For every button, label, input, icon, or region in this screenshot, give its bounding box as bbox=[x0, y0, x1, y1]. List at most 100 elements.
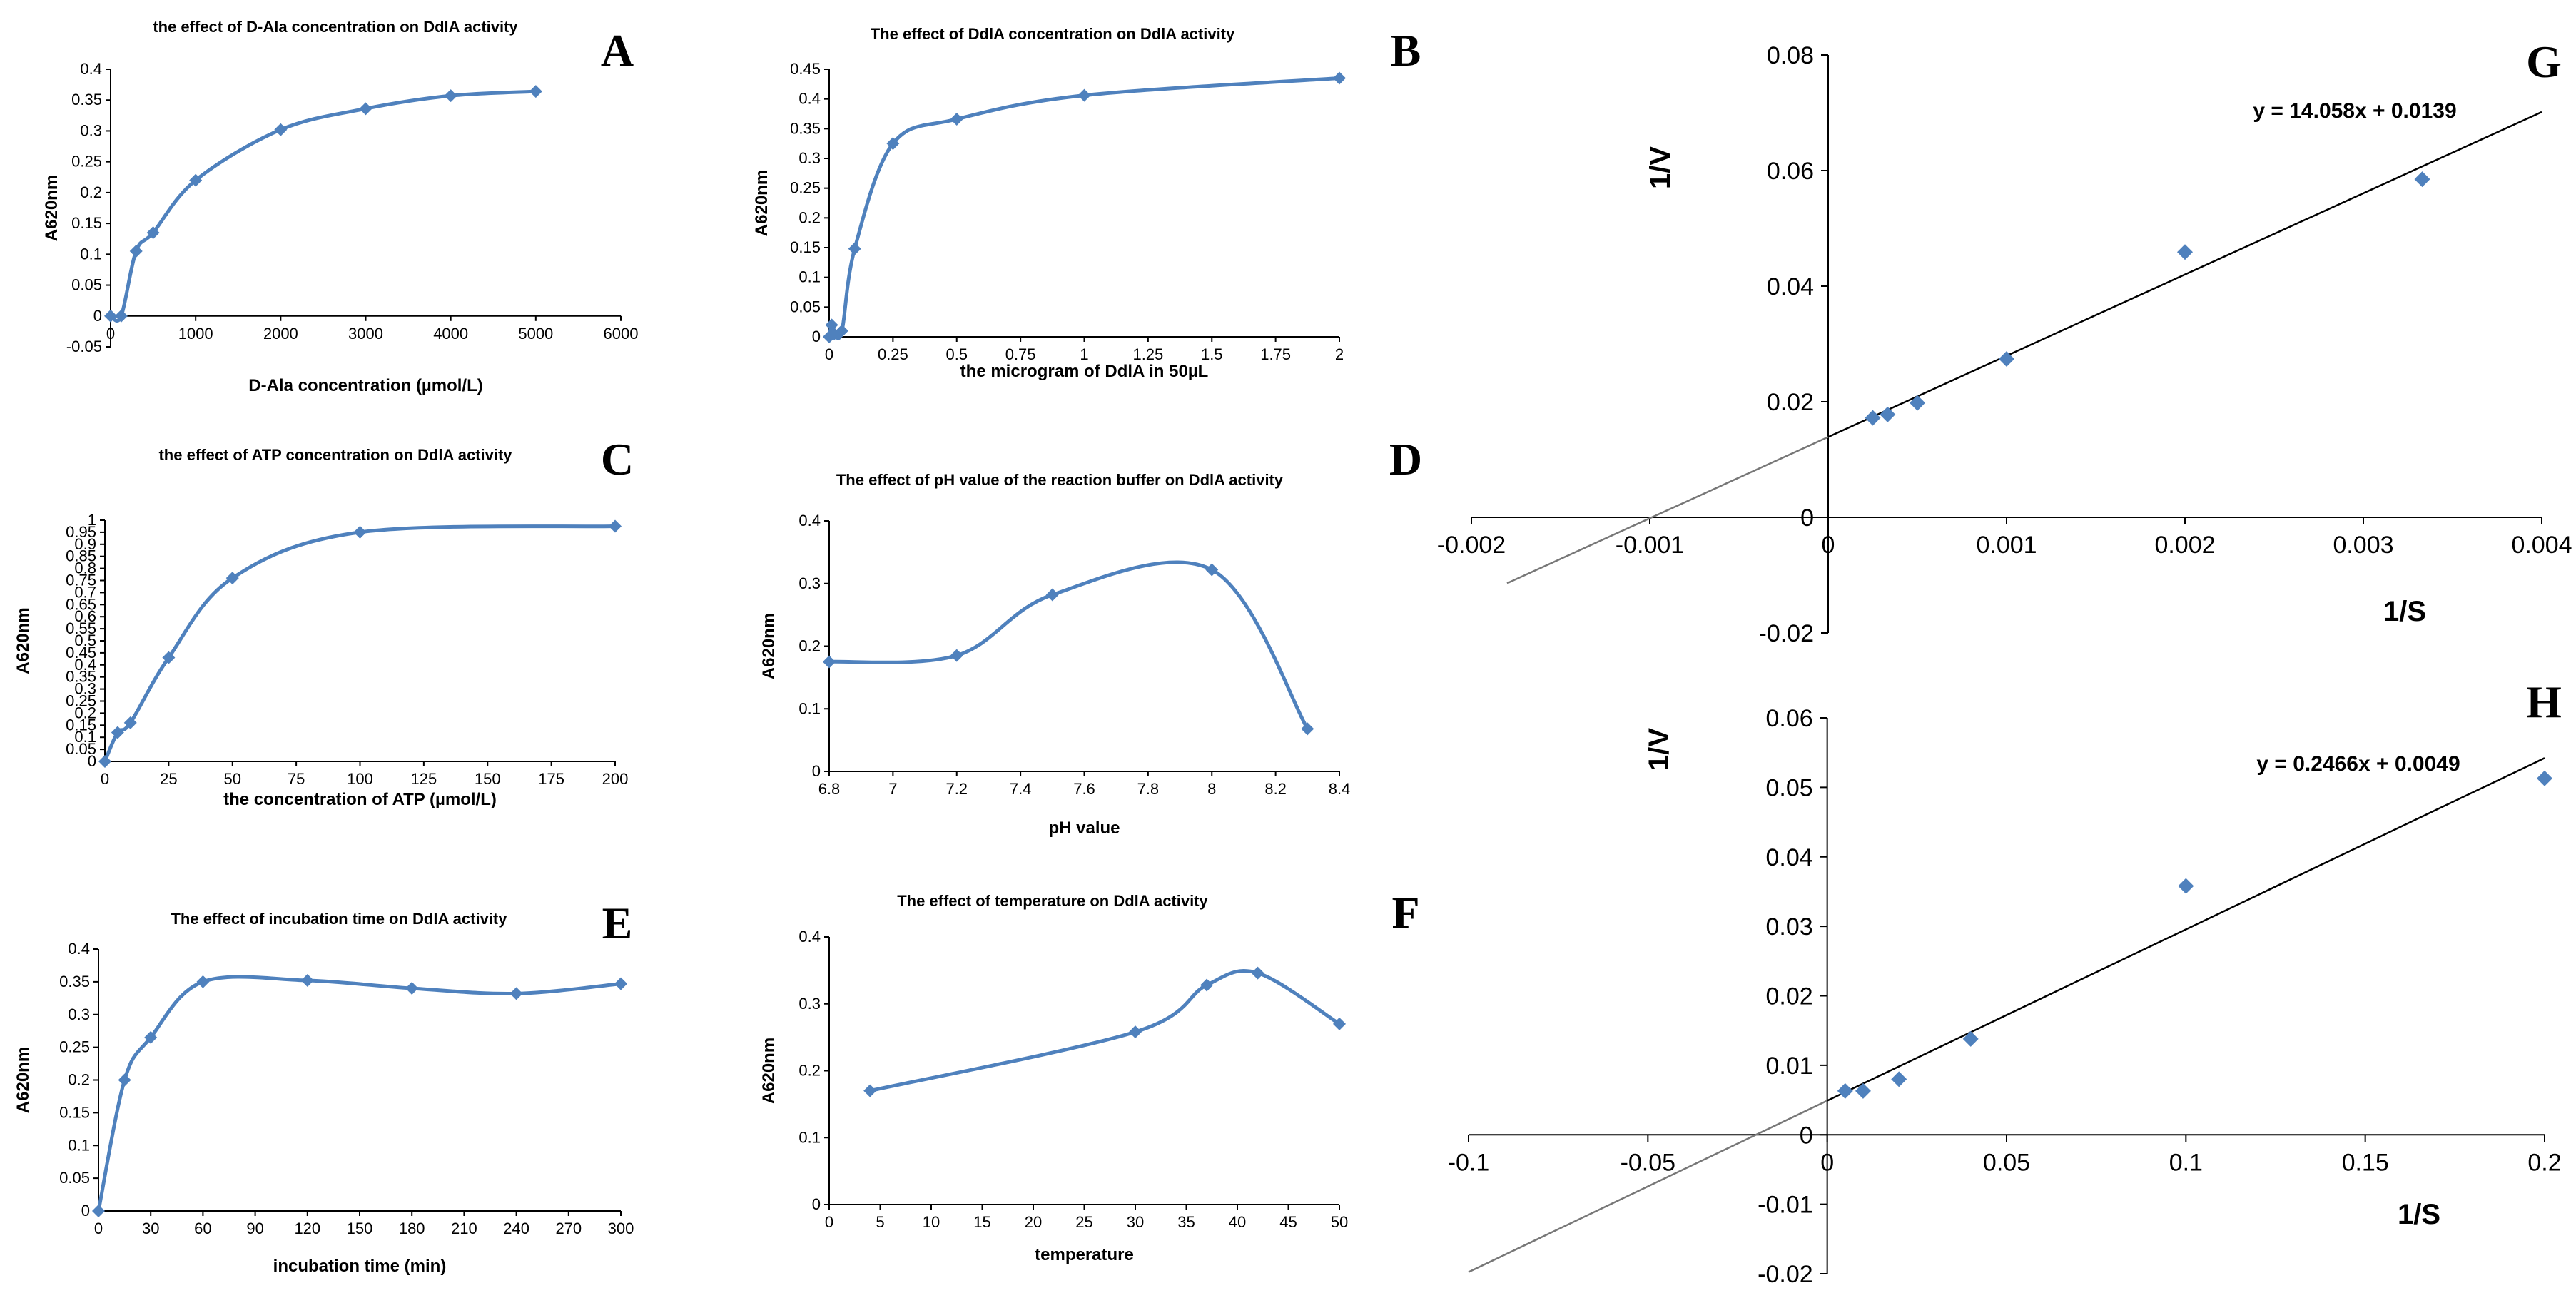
data-point bbox=[835, 324, 848, 338]
series-line bbox=[96, 975, 622, 1212]
y-tick-label: 0.05 bbox=[790, 298, 821, 315]
x-tick-label: 7.8 bbox=[1137, 780, 1160, 798]
y-tick-label: 0.5 bbox=[74, 632, 96, 649]
x-axis-label: the microgram of DdlA in 50µL bbox=[960, 362, 1209, 381]
x-tick-label: 8.2 bbox=[1264, 780, 1287, 798]
y-tick-label: 0.05 bbox=[71, 276, 102, 294]
data-point bbox=[1251, 966, 1264, 980]
x-tick-label: 45 bbox=[1279, 1213, 1297, 1231]
data-point bbox=[405, 982, 419, 995]
chart-panel-f: 0 0.1 0.2 0.3 0.4 0 5 10 15 20 25 30 35 40 45 50 The eff… bbox=[759, 887, 1420, 1264]
chart-panel-c: 00.050.10.150.20.250.30.350.40.450.50.55… bbox=[14, 434, 634, 809]
trendline bbox=[1827, 757, 2545, 1102]
x-tick-label: 0.003 bbox=[2333, 532, 2393, 559]
x-axis-label: 1/S bbox=[2398, 1199, 2440, 1230]
chart-panel-g: -0.02 0 0.02 0.04 0.06 0.08 -0.002 -0.001 0 0.001… bbox=[1437, 36, 2572, 647]
x-tick-label: -0.002 bbox=[1437, 532, 1506, 559]
data-point bbox=[300, 974, 314, 988]
x-tick-label: 180 bbox=[399, 1220, 425, 1237]
y-tick-label: 0.8 bbox=[74, 559, 96, 577]
y-tick-label: 0.6 bbox=[74, 607, 96, 625]
y-tick-label: -0.05 bbox=[66, 338, 102, 355]
y-tick-label: 0.06 bbox=[1767, 158, 1814, 185]
data-point bbox=[359, 102, 372, 116]
data-point bbox=[144, 1030, 158, 1044]
x-tick-label: 30 bbox=[142, 1220, 159, 1237]
y-tick-label: 0.4 bbox=[798, 512, 821, 529]
y-tick-label: 0.04 bbox=[1765, 844, 1812, 871]
series-line bbox=[827, 76, 1340, 340]
x-tick-label: 15 bbox=[973, 1213, 990, 1231]
x-tick-label: 25 bbox=[1075, 1213, 1092, 1231]
y-tick-label: 0.65 bbox=[66, 595, 96, 613]
x-axis-label: incubation time (min) bbox=[273, 1257, 447, 1276]
data-point bbox=[1205, 563, 1219, 577]
y-tick-label: 0.15 bbox=[790, 238, 821, 256]
y-tick-label: 0.45 bbox=[66, 644, 96, 661]
y-tick-label: 0.04 bbox=[1767, 273, 1814, 300]
data-point bbox=[1880, 406, 1896, 422]
data-point bbox=[823, 655, 836, 669]
y-tick-label: 0.25 bbox=[59, 1038, 90, 1056]
data-point bbox=[2177, 244, 2193, 260]
x-tick-label: 0 bbox=[825, 1213, 833, 1231]
trendline-extension bbox=[1506, 436, 1829, 584]
trendline bbox=[1827, 111, 2542, 438]
data-point bbox=[146, 226, 160, 240]
y-tick-label: 0.1 bbox=[80, 245, 102, 263]
data-point bbox=[1855, 1082, 1871, 1099]
y-axis-label: A620nm bbox=[14, 607, 33, 674]
y-tick-label: 0.25 bbox=[66, 692, 96, 710]
x-tick-label: 20 bbox=[1025, 1213, 1042, 1231]
y-tick-label: 1 bbox=[88, 511, 96, 529]
x-tick-label: 0.1 bbox=[2169, 1149, 2203, 1176]
x-tick-label: 0.25 bbox=[878, 345, 908, 363]
y-tick-label: 0 bbox=[1800, 505, 1814, 532]
y-tick-label: 0.05 bbox=[1765, 774, 1812, 801]
data-point bbox=[1077, 88, 1091, 102]
y-tick-label: 0 bbox=[812, 328, 821, 345]
panel-letter: E bbox=[602, 898, 633, 948]
x-tick-label: 0 bbox=[825, 345, 833, 363]
x-tick-label: 125 bbox=[411, 770, 437, 788]
x-tick-label: 0.15 bbox=[2342, 1149, 2389, 1176]
data-point bbox=[1891, 1071, 1907, 1087]
data-point bbox=[1865, 410, 1881, 426]
y-tick-label: 0.9 bbox=[74, 535, 96, 553]
y-tick-label: 0.05 bbox=[66, 740, 96, 758]
y-tick-label: 0 bbox=[1800, 1122, 1813, 1149]
trendline-equation: y = 14.058x + 0.0139 bbox=[2253, 99, 2456, 123]
y-tick-label: 0.1 bbox=[68, 1136, 90, 1154]
x-tick-label: 50 bbox=[1331, 1213, 1348, 1231]
x-tick-label: 0.5 bbox=[945, 345, 968, 363]
y-tick-label: 0.4 bbox=[68, 940, 90, 958]
x-tick-label: 60 bbox=[194, 1220, 211, 1237]
data-point bbox=[614, 977, 627, 990]
y-tick-label: 0.2 bbox=[68, 1071, 90, 1089]
x-tick-label: 200 bbox=[602, 770, 629, 788]
panel-letter: G bbox=[2526, 36, 2562, 87]
x-tick-label: 1 bbox=[1080, 345, 1088, 363]
x-tick-label: 0 bbox=[94, 1220, 103, 1237]
x-tick-label: 50 bbox=[224, 770, 241, 788]
y-tick-label: 0.06 bbox=[1765, 705, 1812, 732]
chart-panel-b: 0 0.05 0.1 0.15 0.2 0.25 0.3 0.35 0.4 0.45 0 0.25 0.… bbox=[752, 25, 1421, 381]
trendline-equation: y = 0.2466x + 0.0049 bbox=[2256, 752, 2460, 776]
data-point bbox=[1910, 395, 1925, 411]
data-point bbox=[863, 1084, 877, 1097]
y-tick-label: 0.3 bbox=[798, 149, 821, 167]
chart-panel-h: -0.02 -0.01 0 0.01 0.02 0.03 0.04 0.05 0.06 -0.1 -… bbox=[1448, 676, 2562, 1288]
y-tick-label: 0.08 bbox=[1767, 42, 1814, 69]
x-tick-label: 1000 bbox=[178, 325, 213, 343]
x-tick-label: 2000 bbox=[263, 325, 298, 343]
x-tick-label: 0.004 bbox=[2511, 532, 2572, 559]
data-point bbox=[609, 519, 622, 533]
x-tick-label: 270 bbox=[555, 1220, 582, 1237]
y-tick-label: 0.02 bbox=[1767, 389, 1814, 416]
y-tick-label: 0 bbox=[812, 762, 821, 780]
y-tick-label: 0.85 bbox=[66, 547, 96, 565]
y-axis-label: A620nm bbox=[759, 1038, 779, 1104]
y-tick-label: 0.4 bbox=[80, 60, 102, 78]
y-tick-label: 0 bbox=[88, 752, 96, 770]
x-tick-label: 8.4 bbox=[1329, 780, 1351, 798]
